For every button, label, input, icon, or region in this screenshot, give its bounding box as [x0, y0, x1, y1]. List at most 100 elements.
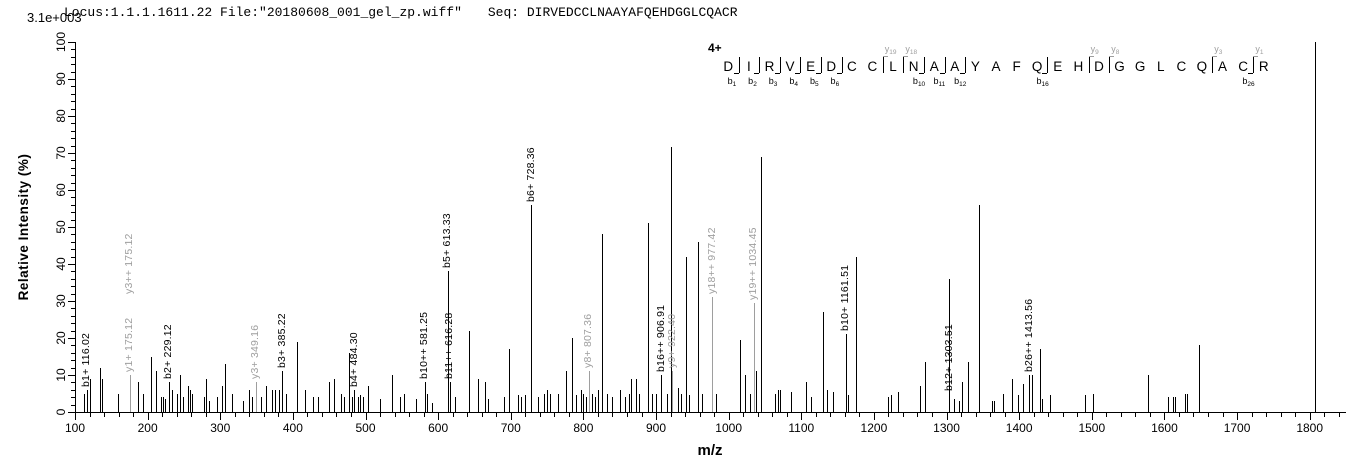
peak [565, 371, 567, 412]
peak [225, 363, 227, 412]
peak [581, 389, 583, 412]
y-tick [68, 412, 75, 413]
cleavage-mark [965, 57, 967, 73]
cleavage-mark [1047, 57, 1049, 73]
peak [380, 399, 382, 412]
x-minor-tick [612, 413, 614, 417]
residue: D [1094, 59, 1104, 74]
peak [150, 356, 152, 412]
peak [266, 386, 267, 412]
peak-annotation: y9+ 922.40 [665, 314, 678, 369]
peak-annotation: b2+ 229.12 [162, 324, 175, 380]
peak [890, 395, 892, 412]
peak [698, 241, 700, 412]
peak-annotation: b12+ 1303.51 [942, 323, 955, 391]
peak [171, 389, 173, 412]
residue: D [723, 59, 734, 74]
b-cleavage-stub [754, 73, 760, 74]
peak [661, 375, 663, 412]
peak [1168, 397, 1170, 412]
y-minor-tick [71, 241, 75, 243]
peak [549, 393, 551, 412]
b-cleavage-stub [733, 73, 739, 74]
x-tick [583, 413, 585, 420]
peak-annotation: b5+ 613.33 [441, 213, 454, 269]
peak-annotation: y1+ 175.12 [123, 317, 136, 372]
b-cleavage-stub [795, 73, 801, 74]
residue: C [846, 59, 857, 74]
peak [255, 382, 257, 412]
residue: Q [1031, 59, 1043, 74]
peak [360, 395, 362, 412]
peak [274, 389, 276, 412]
x-minor-tick [830, 413, 832, 417]
y-ion-label: y9 [1090, 44, 1099, 56]
x-minor-tick [699, 413, 701, 417]
peak [286, 393, 288, 412]
b-ion-label: b5 [809, 76, 819, 88]
b-cleavage-stub [939, 73, 945, 74]
peak [1029, 375, 1031, 412]
residue: C [1238, 59, 1248, 74]
x-minor-tick [409, 413, 411, 417]
peak [635, 378, 637, 412]
peak [920, 386, 922, 412]
x-minor-tick [772, 413, 774, 417]
x-tick [1309, 413, 1311, 420]
peak [1022, 384, 1024, 412]
y-minor-tick [71, 212, 75, 214]
peak [544, 393, 546, 412]
y-axis-line [75, 42, 76, 413]
y-minor-tick [71, 130, 75, 132]
peak [656, 393, 658, 412]
peak [117, 393, 119, 412]
peak [949, 278, 951, 412]
x-minor-tick [815, 413, 817, 417]
peak [454, 397, 456, 412]
peak [520, 397, 522, 412]
sequence-label: Seq: DIRVEDCCLNAAYAFQEHDGGLCQACR [487, 5, 738, 20]
peak [252, 397, 254, 412]
peak [848, 395, 850, 412]
peak-annotation: y18++ 977.42 [705, 227, 718, 295]
cleavage-mark [903, 57, 905, 73]
peak [958, 400, 960, 412]
y-minor-tick [71, 145, 75, 147]
peak [780, 389, 782, 412]
x-minor-tick [89, 413, 91, 417]
x-axis-title: m/z [697, 442, 723, 459]
peak-annotation: b10++ 581.25 [418, 312, 431, 380]
x-minor-tick [1178, 413, 1180, 417]
peak [961, 382, 963, 412]
peak [855, 256, 857, 412]
peak [1175, 397, 1177, 412]
y-minor-tick [71, 308, 75, 310]
b-ion-label: b6 [830, 76, 840, 88]
peak [1186, 393, 1188, 412]
peak [313, 397, 315, 412]
peak [775, 393, 777, 412]
peak [607, 393, 609, 412]
x-tick [873, 413, 875, 420]
peak [524, 395, 526, 412]
peak [487, 399, 489, 412]
x-minor-tick [278, 413, 280, 417]
cleavage-mark [800, 57, 802, 73]
y-tick [68, 116, 75, 117]
x-tick [656, 413, 658, 420]
peak [180, 375, 182, 412]
y-minor-tick [71, 278, 75, 280]
peak [99, 367, 101, 412]
peak [1147, 375, 1149, 412]
x-minor-tick [539, 413, 541, 417]
peak [340, 393, 342, 412]
x-minor-tick [554, 413, 556, 417]
peak [271, 389, 273, 412]
locus-file-label: Locus:1.1.1.1611.22 File:"20180608_001_g… [64, 5, 462, 20]
peak [595, 397, 597, 412]
peak [832, 391, 834, 412]
peak [685, 256, 687, 412]
peak [1042, 399, 1044, 412]
peak [449, 382, 451, 412]
